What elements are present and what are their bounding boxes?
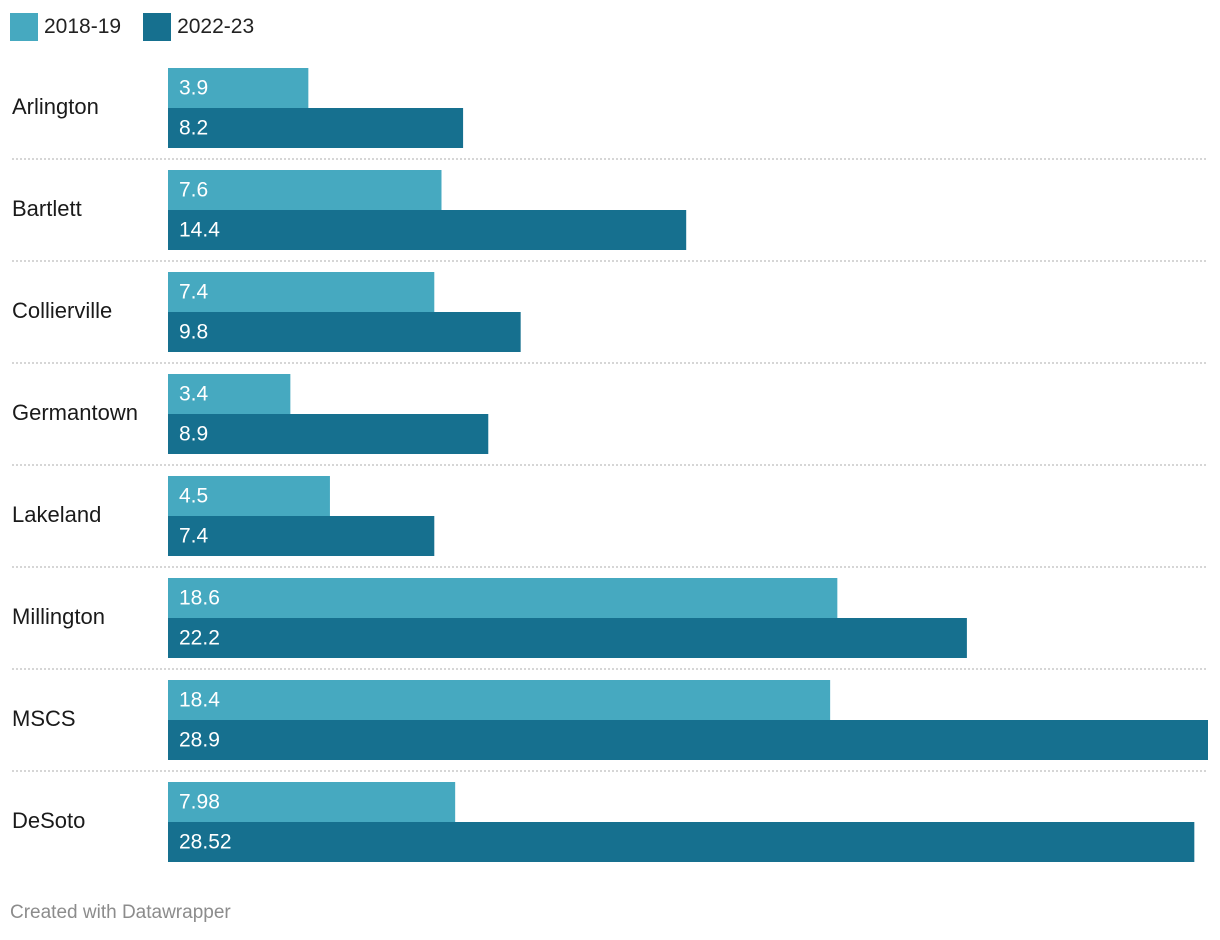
bar-collierville-2022-23 <box>168 312 521 352</box>
value-label-millington-2018-19: 18.6 <box>179 587 220 610</box>
legend-swatch-2022-23 <box>143 13 172 41</box>
legend-item-2018-19: 2018-19 <box>10 13 121 41</box>
bar-lakeland-2018-19 <box>168 476 330 516</box>
footer-credit: Created with Datawrapper <box>10 902 231 923</box>
value-label-germantown-2018-19: 3.4 <box>179 383 209 406</box>
value-label-germantown-2022-23: 8.9 <box>179 423 208 446</box>
value-label-arlington-2022-23: 8.2 <box>179 117 208 140</box>
bar-germantown-2018-19 <box>168 374 291 414</box>
category-label-collierville: Collierville <box>12 298 112 323</box>
legend-label-2018-19: 2018-19 <box>44 15 122 38</box>
category-label-millington: Millington <box>12 604 105 629</box>
legend-item-2022-23: 2022-23 <box>143 13 254 41</box>
bar-arlington-2018-19 <box>168 68 309 108</box>
value-label-bartlett-2018-19: 7.6 <box>179 179 208 202</box>
value-label-desoto-2022-23: 28.52 <box>179 831 232 854</box>
legend-label-2022-23: 2022-23 <box>177 15 255 38</box>
category-label-lakeland: Lakeland <box>12 502 101 527</box>
value-label-bartlett-2022-23: 14.4 <box>179 219 220 242</box>
category-label-germantown: Germantown <box>12 400 138 425</box>
value-label-collierville-2022-23: 9.8 <box>179 321 208 344</box>
bar-millington-2022-23 <box>168 618 967 658</box>
bar-desoto-2018-19 <box>168 782 456 822</box>
category-label-mscs: MSCS <box>12 706 76 731</box>
legend-swatch-2018-19 <box>10 13 38 41</box>
value-label-lakeland-2018-19: 4.5 <box>179 485 208 508</box>
category-label-arlington: Arlington <box>12 94 99 119</box>
bar-chart: Arlington 3.9 8.2 Bartlett 7.6 14.4 Colliervil… <box>12 68 1208 862</box>
chart-legend: 2018-19 2022-23 <box>10 12 276 42</box>
bar-arlington-2022-23 <box>168 108 464 148</box>
category-label-bartlett: Bartlett <box>12 196 82 221</box>
value-label-lakeland-2022-23: 7.4 <box>179 525 209 548</box>
value-label-arlington-2018-19: 3.9 <box>179 77 208 100</box>
value-label-mscs-2022-23: 28.9 <box>179 729 220 752</box>
bar-desoto-2022-23 <box>168 822 1195 862</box>
value-label-desoto-2018-19: 7.98 <box>179 791 220 814</box>
bar-mscs-2018-19 <box>168 680 831 720</box>
value-label-collierville-2018-19: 7.4 <box>179 281 209 304</box>
bar-mscs-2022-23 <box>168 720 1208 760</box>
bar-bartlett-2022-23 <box>168 210 687 250</box>
bar-collierville-2018-19 <box>168 272 435 312</box>
category-label-desoto: DeSoto <box>12 808 85 833</box>
bar-germantown-2022-23 <box>168 414 489 454</box>
bar-millington-2018-19 <box>168 578 838 618</box>
value-label-mscs-2018-19: 18.4 <box>179 689 220 712</box>
value-label-millington-2022-23: 22.2 <box>179 627 220 650</box>
bar-bartlett-2018-19 <box>168 170 442 210</box>
bar-lakeland-2022-23 <box>168 516 435 556</box>
